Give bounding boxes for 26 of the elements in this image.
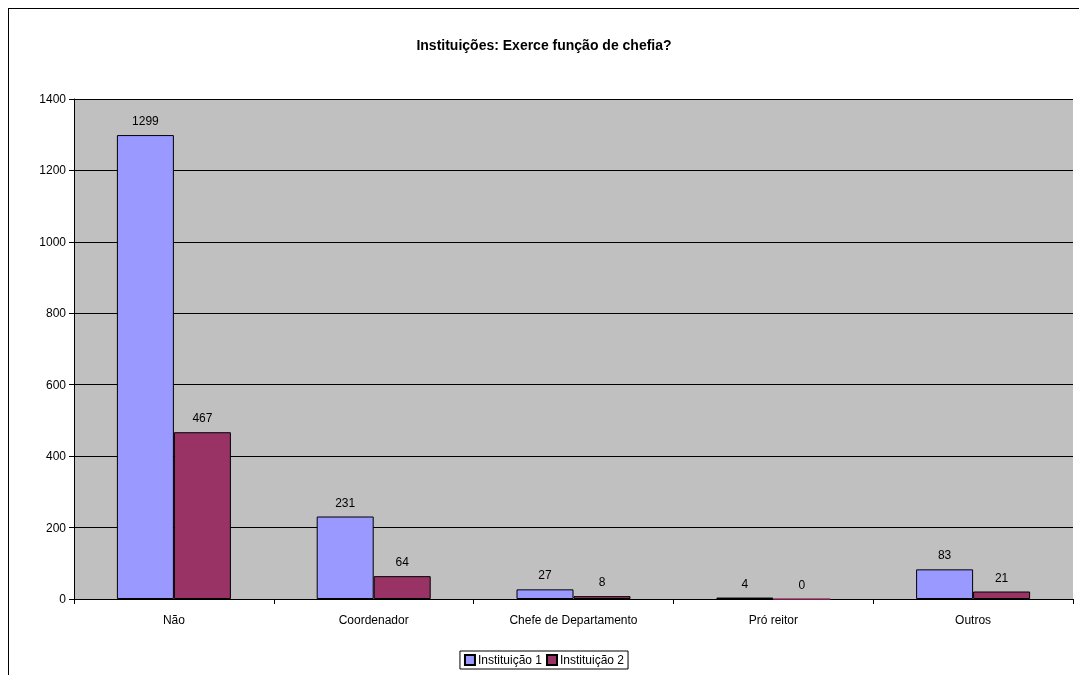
y-tick-label: 600	[45, 377, 67, 392]
y-tick-label: 0	[59, 592, 67, 606]
y-tick-label: 1000	[39, 234, 67, 249]
x-tick-label: Não	[162, 613, 186, 627]
x-tick-label: Coordenador	[338, 613, 409, 627]
data-label: 8	[598, 575, 606, 590]
data-label: 21	[994, 570, 1009, 585]
data-label: 231	[335, 495, 356, 510]
data-label: 27	[538, 568, 552, 583]
y-tick-label: 1200	[39, 163, 67, 178]
legend-label: Instituição 2	[560, 653, 625, 667]
x-tick-label: Chefe de Departamento	[509, 613, 638, 627]
data-label: 467	[192, 411, 213, 426]
x-tick-label: Outros	[955, 613, 992, 627]
y-tick-label: 400	[45, 449, 67, 464]
y-tick-label: 1400	[39, 92, 67, 106]
data-label: 64	[395, 555, 410, 570]
chart-title: Instituições: Exerce função de chefia?	[416, 37, 672, 53]
x-tick-label: Pró reitor	[748, 613, 798, 627]
y-tick-label: 800	[45, 306, 67, 321]
data-label: 1299	[132, 114, 160, 129]
y-tick-label: 200	[45, 520, 67, 535]
data-label: 0	[798, 577, 806, 592]
data-label: 4	[741, 576, 749, 591]
legend-label: Instituição 1	[477, 653, 543, 667]
data-label: 83	[937, 548, 952, 563]
